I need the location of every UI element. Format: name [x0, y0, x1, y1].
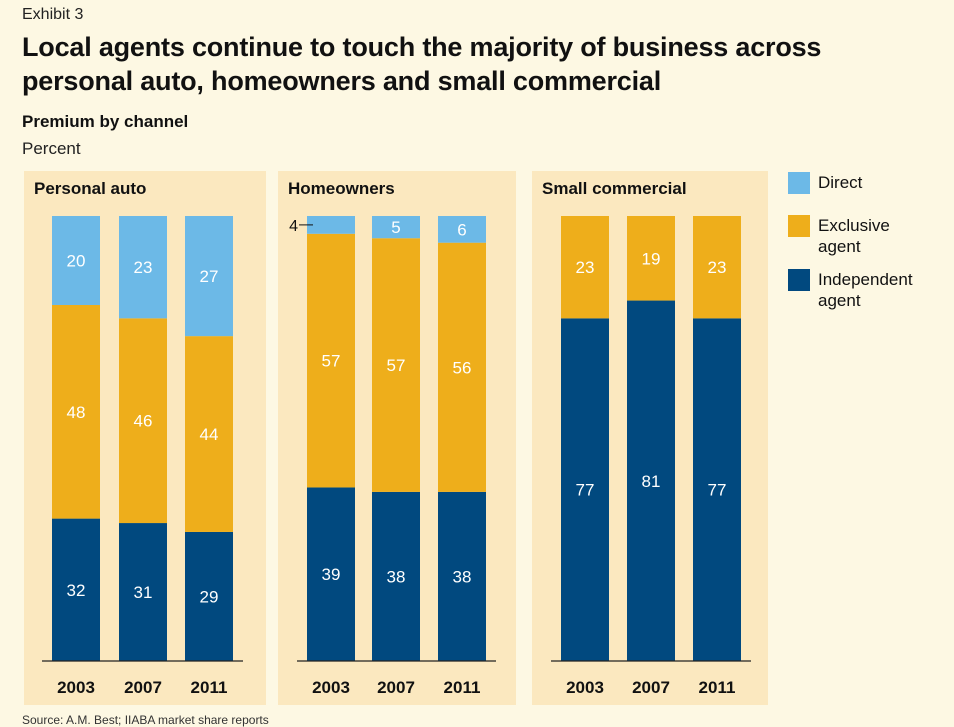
panel-title-homeowners: Homeowners [288, 179, 395, 198]
data-label-personal-auto-2011-direct: 27 [200, 267, 219, 286]
bar-homeowners-2003-exclusive [307, 233, 355, 488]
bar-personal-auto-2011-direct [185, 216, 233, 337]
data-label-small-commercial-2003-independent: 77 [576, 481, 595, 500]
data-label-personal-auto-2007-independent: 31 [134, 583, 153, 602]
data-label-personal-auto-2003-direct: 20 [67, 252, 86, 271]
data-label-homeowners-2011-exclusive: 56 [453, 358, 472, 377]
bar-homeowners-2007-exclusive [372, 238, 420, 492]
chart-title: Local agents continue to touch the major… [22, 32, 822, 96]
data-label-small-commercial-2011-exclusive: 23 [708, 258, 727, 277]
x-tick-personal-auto-2011: 2011 [191, 678, 228, 697]
bar-personal-auto-2007-independent [119, 523, 167, 661]
legend-label-direct: Direct [818, 173, 863, 192]
data-label-small-commercial-2007-independent: 81 [642, 472, 661, 491]
x-tick-homeowners-2011: 2011 [444, 678, 481, 697]
bar-small-commercial-2003-exclusive [561, 216, 609, 319]
bar-personal-auto-2011-independent [185, 531, 233, 661]
chart-subtitle: Premium by channel [22, 112, 189, 131]
bar-homeowners-2011-exclusive [438, 242, 486, 492]
bar-personal-auto-2011-exclusive [185, 336, 233, 532]
bar-personal-auto-2003-direct [52, 216, 100, 305]
data-label-homeowners-2007-exclusive: 57 [387, 356, 406, 375]
bar-small-commercial-2003-independent [561, 318, 609, 661]
bar-homeowners-2007-independent [372, 491, 420, 661]
x-tick-personal-auto-2003: 2003 [57, 678, 95, 697]
legend-swatch-exclusive [788, 215, 810, 237]
panel-title-personal-auto: Personal auto [34, 179, 146, 198]
bar-small-commercial-2007-independent [627, 300, 675, 661]
bar-personal-auto-2003-exclusive [52, 305, 100, 519]
legend-swatch-direct [788, 172, 810, 194]
data-label-homeowners-2011-independent: 38 [453, 567, 472, 586]
bar-small-commercial-2011-exclusive [693, 216, 741, 319]
legend-label-independent: Independent agent [818, 270, 913, 310]
bar-small-commercial-2007-exclusive [627, 216, 675, 301]
data-label-personal-auto-2011-exclusive: 44 [200, 425, 219, 444]
bar-personal-auto-2007-direct [119, 216, 167, 319]
data-label-personal-auto-2007-exclusive: 46 [134, 412, 153, 431]
data-label-homeowners-2011-direct: 6 [457, 220, 466, 239]
x-tick-personal-auto-2007: 2007 [124, 678, 162, 697]
bar-personal-auto-2003-independent [52, 518, 100, 661]
exhibit-label: Exhibit 3 [22, 6, 84, 23]
source-note: Source: A.M. Best; IIABA market share re… [22, 713, 269, 727]
x-tick-small-commercial-2007: 2007 [632, 678, 670, 697]
x-tick-small-commercial-2003: 2003 [566, 678, 604, 697]
data-label-homeowners-2007-independent: 38 [387, 567, 406, 586]
data-label-homeowners-2003-independent: 39 [322, 565, 341, 584]
bar-homeowners-2003-independent [307, 487, 355, 661]
legend-swatch-independent [788, 269, 810, 291]
data-label-personal-auto-2007-direct: 23 [134, 258, 153, 277]
bar-personal-auto-2007-exclusive [119, 318, 167, 524]
data-label-personal-auto-2011-independent: 29 [200, 587, 219, 606]
bar-homeowners-2007-direct [372, 216, 420, 239]
x-tick-homeowners-2003: 2003 [312, 678, 350, 697]
panel-title-small-commercial: Small commercial [542, 179, 687, 198]
bar-homeowners-2003-direct [307, 216, 355, 234]
data-label-homeowners-2003-direct: 4 [289, 218, 298, 235]
unit-label: Percent [22, 139, 81, 158]
bar-homeowners-2011-independent [438, 491, 486, 661]
data-label-homeowners-2003-exclusive: 57 [322, 352, 341, 371]
data-label-small-commercial-2007-exclusive: 19 [642, 249, 661, 268]
legend-label-exclusive: Exclusive agent [818, 216, 890, 256]
data-label-homeowners-2007-direct: 5 [391, 218, 400, 237]
data-label-small-commercial-2011-independent: 77 [708, 481, 727, 500]
x-tick-small-commercial-2011: 2011 [699, 678, 736, 697]
bar-homeowners-2011-direct [438, 216, 486, 243]
data-label-small-commercial-2003-exclusive: 23 [576, 258, 595, 277]
x-tick-homeowners-2007: 2007 [377, 678, 415, 697]
bar-small-commercial-2011-independent [693, 318, 741, 661]
data-label-personal-auto-2003-exclusive: 48 [67, 403, 86, 422]
data-label-personal-auto-2003-independent: 32 [67, 581, 86, 600]
